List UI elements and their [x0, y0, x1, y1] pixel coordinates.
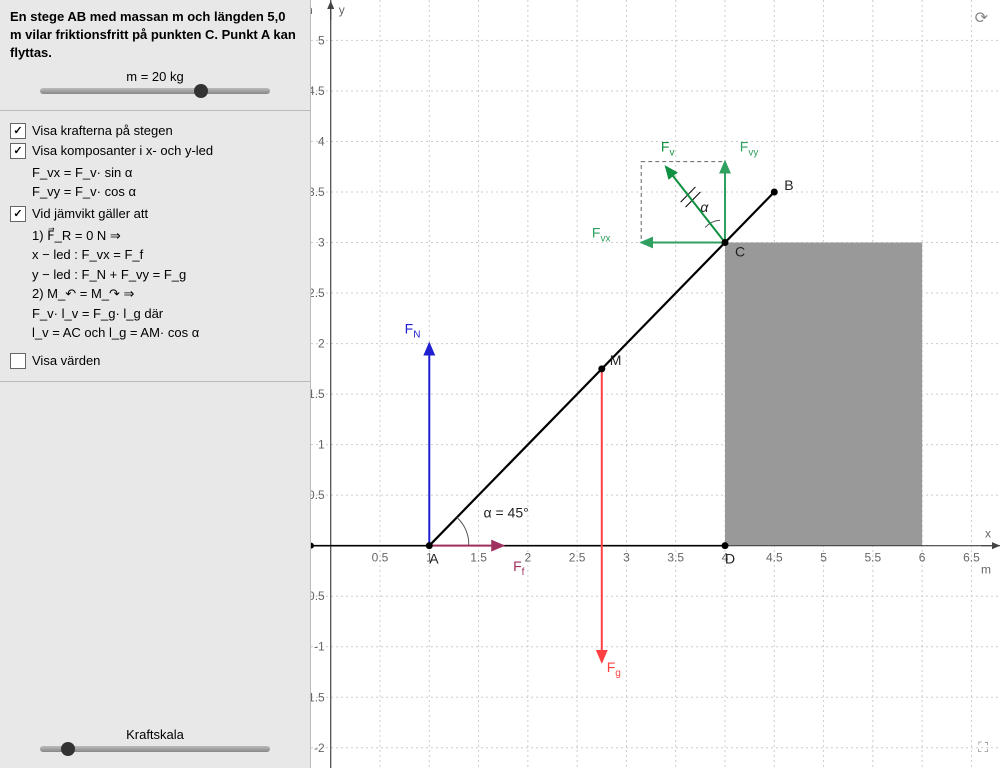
- checkbox-show-values-label: Visa värden: [32, 353, 100, 368]
- checkbox-equilibrium[interactable]: [10, 206, 26, 222]
- svg-text:A: A: [429, 551, 439, 567]
- svg-text:M: M: [610, 352, 622, 368]
- svg-text:Fg: Fg: [607, 659, 621, 679]
- problem-description: En stege AB med massan m och längden 5,0…: [10, 8, 300, 63]
- mass-slider-knob[interactable]: [194, 84, 208, 98]
- svg-text:3.5: 3.5: [311, 185, 325, 199]
- svg-text:D: D: [725, 551, 735, 567]
- svg-text:C: C: [735, 244, 745, 260]
- checkbox-show-forces-label: Visa krafterna på stegen: [32, 123, 173, 138]
- svg-text:2.5: 2.5: [311, 286, 325, 300]
- svg-text:x: x: [985, 527, 991, 541]
- svg-text:Fvx: Fvx: [592, 224, 611, 244]
- svg-text:4.5: 4.5: [766, 551, 783, 565]
- checkbox-show-components[interactable]: [10, 143, 26, 159]
- svg-text:0.5: 0.5: [311, 488, 325, 502]
- svg-text:2: 2: [525, 551, 532, 565]
- checkbox-equilibrium-label: Vid jämvikt gäller att: [32, 206, 148, 221]
- svg-text:6.5: 6.5: [963, 551, 980, 565]
- mass-slider[interactable]: [40, 88, 270, 94]
- eq-fvx: F_vx = F_v· sin α: [32, 163, 300, 183]
- svg-text:m: m: [981, 563, 991, 577]
- svg-text:6: 6: [919, 551, 926, 565]
- svg-text:m: m: [311, 3, 313, 17]
- svg-text:-1: -1: [314, 640, 325, 654]
- svg-text:3: 3: [623, 551, 630, 565]
- svg-text:1: 1: [318, 438, 325, 452]
- svg-text:y: y: [339, 3, 345, 17]
- svg-text:Ff: Ff: [513, 558, 525, 578]
- options-panel: Visa krafterna på stegen Visa komposante…: [0, 111, 310, 382]
- svg-text:-1.5: -1.5: [311, 690, 325, 704]
- svg-text:-0.5: -0.5: [311, 589, 325, 603]
- equilibrium-equations: 1) F⃗_R = 0 N ⇒ x − led : F_vx = F_f y −…: [32, 226, 300, 343]
- svg-text:5: 5: [318, 33, 325, 47]
- svg-text:4: 4: [318, 134, 325, 148]
- svg-text:5: 5: [820, 551, 827, 565]
- eq-line-0: 1) F⃗_R = 0 N ⇒: [32, 226, 300, 246]
- svg-text:2: 2: [318, 337, 325, 351]
- svg-text:-2: -2: [314, 741, 325, 755]
- checkbox-show-forces[interactable]: [10, 123, 26, 139]
- plot-svg: 0.5 1 1.5 2 2.5 3 3.5 4 4.5 5 5.5 6 6.5 -2 -1.5 -1 -0.5 0…: [311, 0, 1000, 768]
- eq-line-4: F_v· l_v = F_g· l_g där: [32, 304, 300, 324]
- scale-panel: Kraftskala: [0, 713, 310, 768]
- svg-text:Fvy: Fvy: [740, 139, 759, 159]
- eq-line-5: l_v = AC och l_g = AM· cos α: [32, 323, 300, 343]
- svg-text:3: 3: [318, 236, 325, 250]
- scale-slider-label: Kraftskala: [10, 727, 300, 742]
- eq-line-1: x − led : F_vx = F_f: [32, 245, 300, 265]
- checkbox-show-components-label: Visa komposanter i x- och y-led: [32, 143, 213, 158]
- svg-text:2.5: 2.5: [569, 551, 586, 565]
- svg-text:5.5: 5.5: [865, 551, 882, 565]
- plot-area[interactable]: ⟳ ⛶ 0.511.522.533.544.555.566.5-2-1.5-1-…: [311, 0, 1000, 768]
- scale-slider-knob[interactable]: [61, 742, 75, 756]
- scale-slider[interactable]: [40, 746, 270, 752]
- checkbox-show-values[interactable]: [10, 353, 26, 369]
- eq-line-3: 2) M_↶ = M_↷ ⇒: [32, 284, 300, 304]
- svg-text:B: B: [784, 177, 793, 193]
- component-equations: F_vx = F_v· sin α F_vy = F_v· cos α: [32, 163, 300, 202]
- eq-fvy: F_vy = F_v· cos α: [32, 182, 300, 202]
- svg-text:3.5: 3.5: [667, 551, 684, 565]
- svg-text:1.5: 1.5: [311, 387, 325, 401]
- svg-text:1.5: 1.5: [470, 551, 487, 565]
- svg-text:FN: FN: [405, 320, 421, 340]
- description-panel: En stege AB med massan m och längden 5,0…: [0, 0, 310, 111]
- eq-line-2: y − led : F_N + F_vy = F_g: [32, 265, 300, 285]
- svg-text:4.5: 4.5: [311, 84, 325, 98]
- svg-text:0.5: 0.5: [372, 551, 389, 565]
- svg-text:α = 45°: α = 45°: [484, 504, 529, 520]
- mass-slider-label: m = 20 kg: [10, 69, 300, 84]
